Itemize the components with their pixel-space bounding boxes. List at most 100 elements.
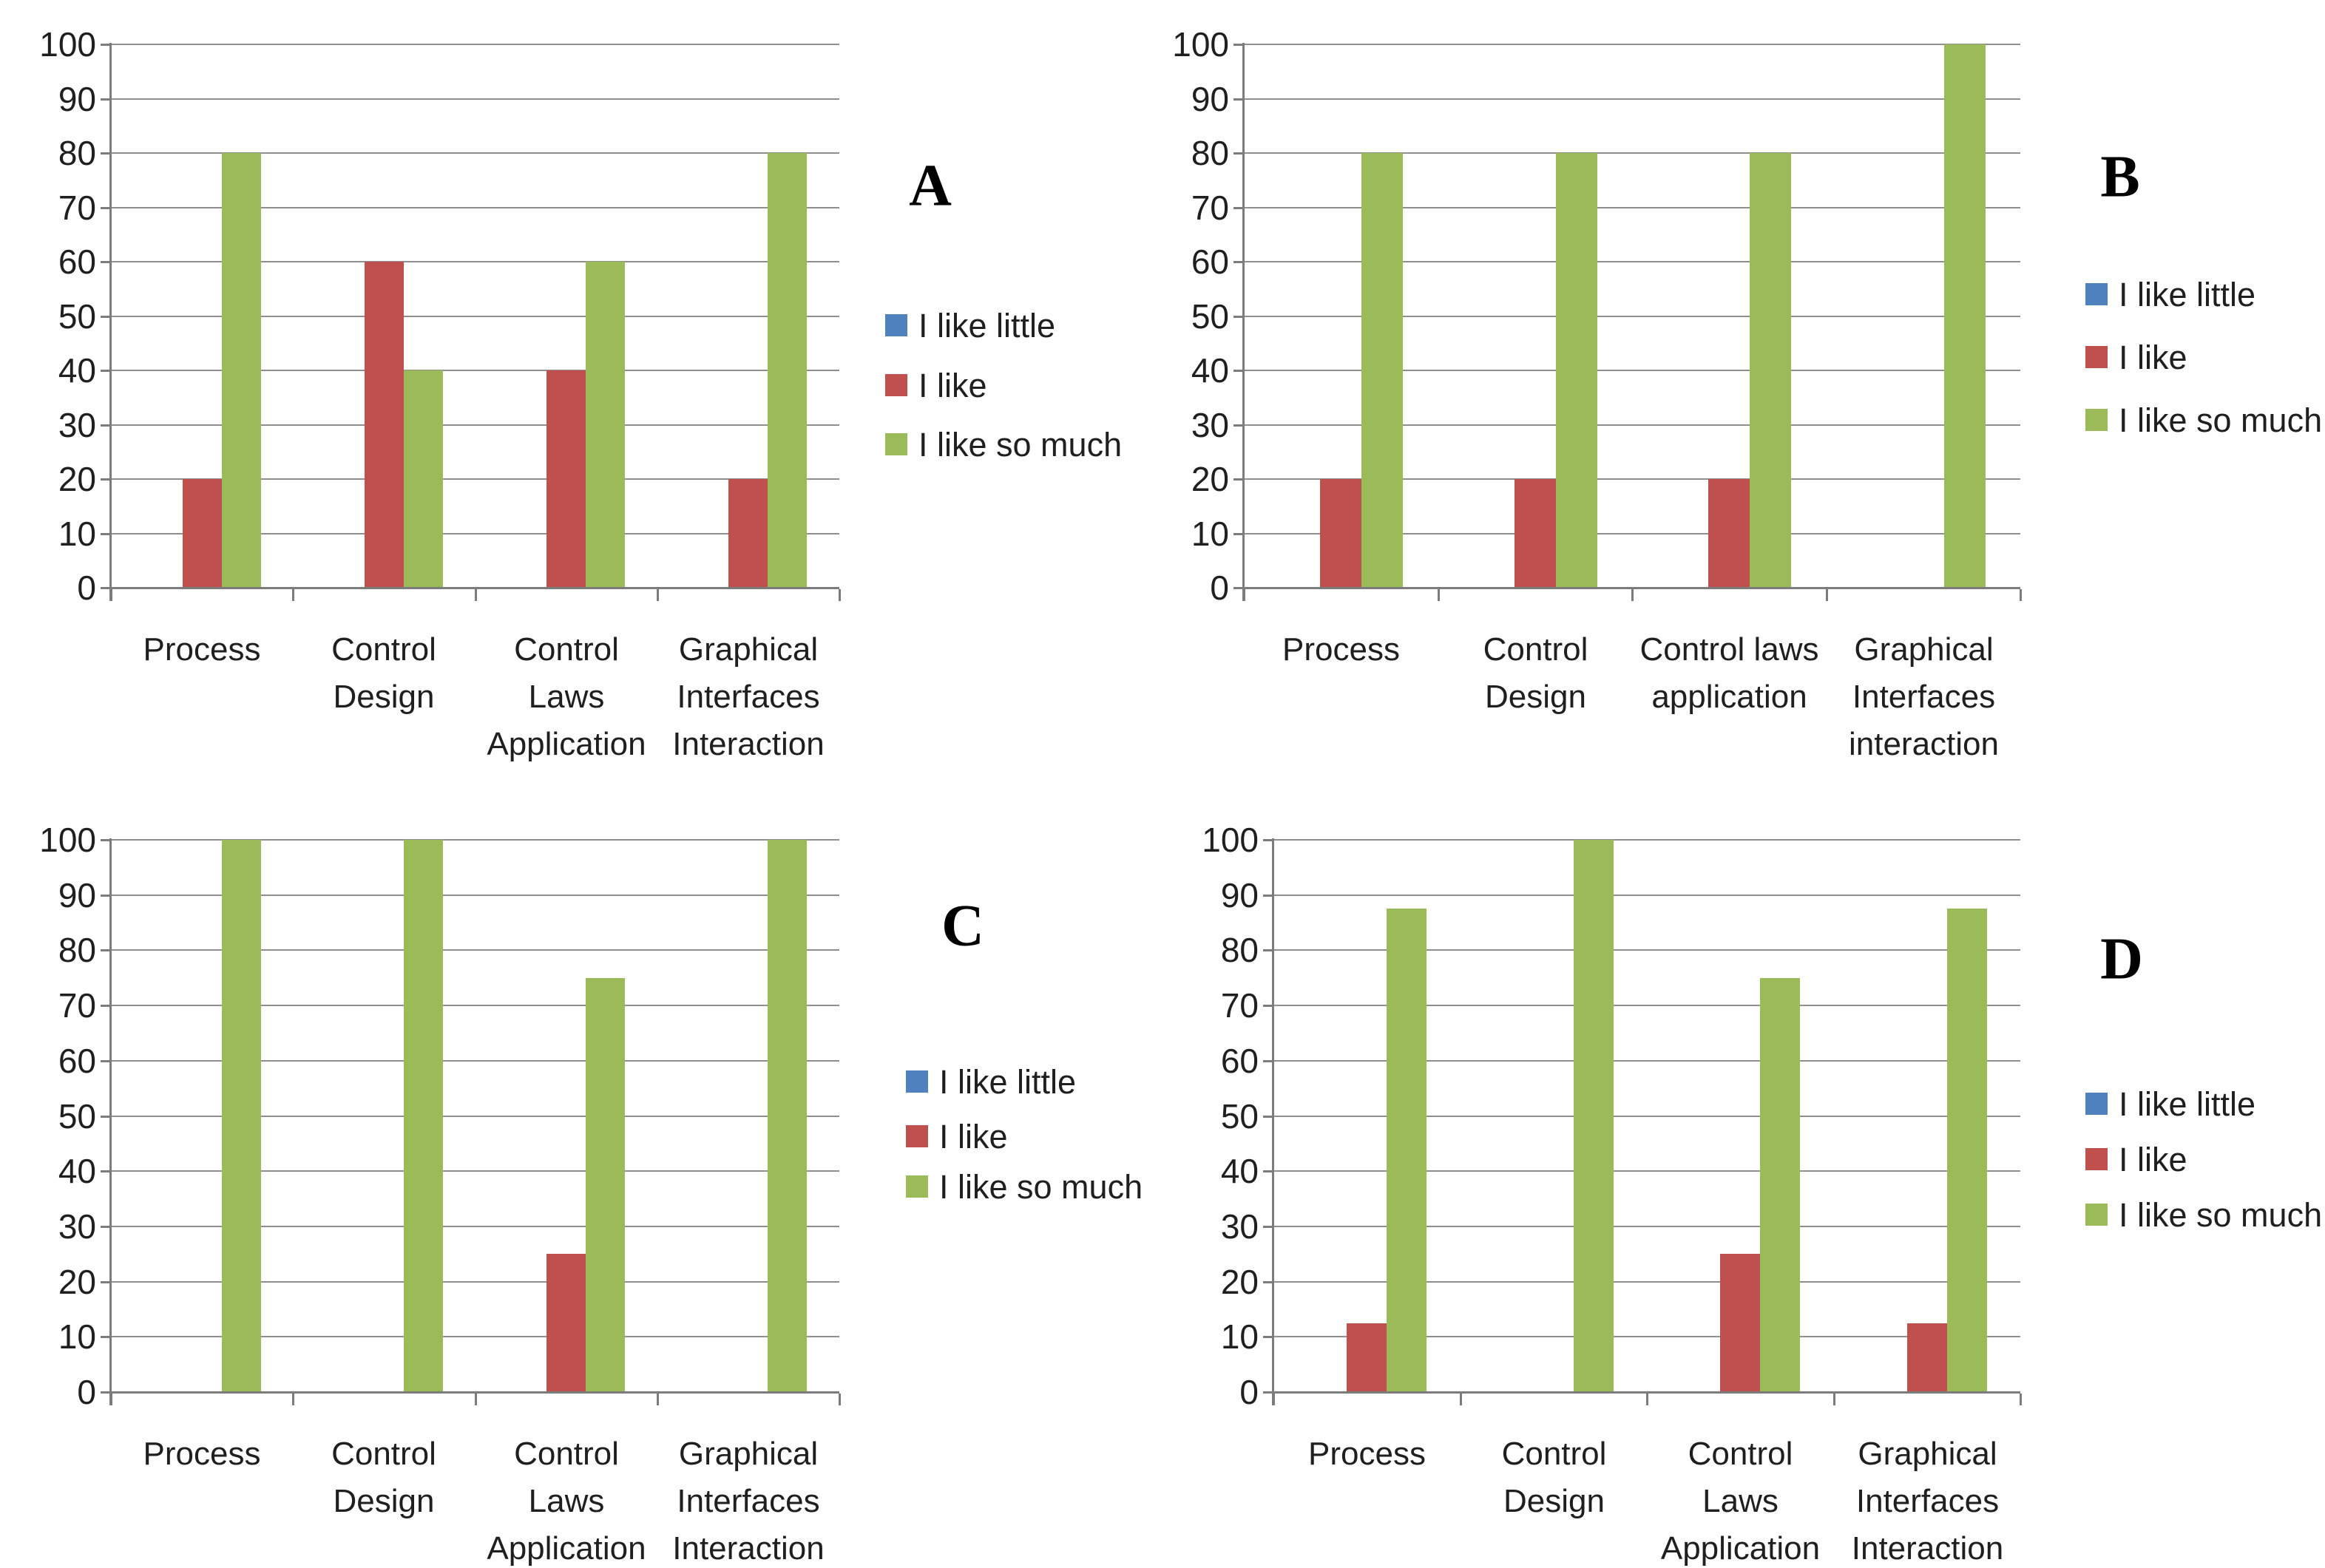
x-axis-tick-mark [292, 589, 294, 601]
bar-graphical-interfaces-interaction-s1 [728, 479, 768, 588]
gridline-60 [1273, 1059, 2020, 1062]
gridline-40 [1273, 1170, 2020, 1172]
bar-control-laws-application-s2 [586, 978, 625, 1392]
gridline-50 [1273, 1115, 2020, 1117]
gridline-70 [1273, 1005, 2020, 1007]
gridline-30 [1244, 424, 2020, 426]
bar-graphical-interfaces-interaction-s1 [1907, 1323, 1947, 1392]
y-axis-tick-mark [1263, 1391, 1273, 1394]
legend-swatch-i-like-so-much [2085, 1204, 2108, 1226]
gridline-100 [111, 839, 839, 841]
x-axis-category-label: interaction [1848, 726, 1999, 762]
x-axis-category-label: Process [143, 631, 261, 668]
y-axis-tick-label: 10 [58, 514, 96, 553]
x-axis-tick-mark [1438, 589, 1440, 601]
bar-control-design-s2 [404, 840, 443, 1392]
y-axis-tick-mark [101, 424, 111, 427]
chart-panel-d: 0 10 20 30 40 50 60 70 80 90 100 Process Control Desi… [1162, 784, 2325, 1568]
gridline-90 [1273, 894, 2020, 896]
y-axis-tick-mark [1233, 206, 1244, 209]
x-axis-category-label: Laws [528, 679, 605, 715]
x-axis-category-label: Graphical [678, 631, 819, 668]
y-axis-tick-mark [1233, 315, 1244, 318]
x-axis-category-label: Design [1485, 679, 1586, 715]
y-axis-tick-label: 100 [39, 821, 96, 859]
x-axis-tick-mark [839, 1394, 841, 1405]
x-axis-category-label: Process [143, 1436, 261, 1472]
legend-label: I like [2119, 339, 2187, 376]
x-axis-line [1242, 587, 2020, 589]
legend-swatch-i-like [2085, 346, 2108, 368]
gridline-80 [1273, 949, 2020, 951]
gridline-20 [111, 478, 839, 480]
x-axis-tick-mark [657, 589, 659, 601]
x-axis-category-label: Graphical [1858, 1436, 1997, 1472]
chart-panel-a: 0 10 20 30 40 50 60 70 80 90 100 Process Control Desi… [0, 0, 1162, 784]
legend-swatch-i-like-little [2085, 283, 2108, 305]
legend-label: I like little [939, 1063, 1077, 1101]
gridline-20 [1273, 1280, 2020, 1283]
x-axis-category-label: Control laws [1639, 631, 1819, 668]
y-axis-tick-label: 70 [58, 188, 96, 227]
x-axis-tick-mark [110, 589, 112, 601]
y-axis-tick-label: 80 [58, 931, 96, 970]
x-axis-category-label: Control [1483, 631, 1588, 668]
y-axis-tick-mark [1233, 532, 1244, 535]
y-axis-line [109, 838, 112, 1405]
x-axis-category-label: Control [331, 631, 436, 668]
gridline-30 [111, 1225, 839, 1227]
x-axis-category-label: Control [331, 1436, 436, 1472]
legend-swatch-i-like-so-much [906, 1175, 928, 1198]
legend-label: I like little [2119, 276, 2256, 313]
y-axis-tick-label: 10 [58, 1317, 96, 1357]
gridline-30 [1273, 1225, 2020, 1227]
gridline-90 [111, 98, 839, 100]
y-axis-tick-label: 30 [58, 1206, 96, 1246]
legend-label: I like little [918, 307, 1056, 345]
y-axis-tick-mark [101, 1059, 111, 1062]
y-axis-tick-label: 20 [58, 1262, 96, 1301]
legend-swatch-i-like-so-much [2085, 409, 2108, 431]
gridline-100 [1244, 44, 2020, 45]
y-axis-tick-mark [1233, 370, 1244, 372]
x-axis-tick-mark [1460, 1394, 1462, 1405]
y-axis-tick-label: 80 [1220, 931, 1259, 970]
y-axis-tick-label: 70 [1191, 188, 1229, 227]
x-axis-tick-mark [1243, 589, 1245, 601]
legend-label: I like [939, 1118, 1008, 1155]
y-axis-tick-label: 60 [1191, 242, 1229, 281]
bar-control-design-s2 [1574, 840, 1614, 1392]
x-axis-tick-mark [1826, 589, 1828, 601]
y-axis-tick-label: 50 [1220, 1096, 1259, 1136]
y-axis-tick-label: 50 [58, 1096, 96, 1136]
legend-label: I like little [2119, 1085, 2256, 1123]
legend-label: I like so much [918, 426, 1123, 464]
y-axis-tick-mark [1233, 478, 1244, 481]
y-axis-tick-mark [1263, 1115, 1273, 1118]
y-axis-tick-mark [101, 478, 111, 481]
x-axis-tick-mark [292, 1394, 294, 1405]
x-axis-tick-mark [839, 589, 841, 601]
x-axis-tick-mark [2020, 1394, 2022, 1405]
y-axis-tick-mark [101, 1170, 111, 1173]
x-axis-category-label: Control [1501, 1436, 1607, 1472]
y-axis-tick-mark [1263, 1005, 1273, 1008]
legend-swatch-i-like [2085, 1148, 2108, 1170]
gridline-40 [1244, 370, 2020, 371]
bar-graphical-interfaces-interaction-s2 [768, 153, 807, 588]
y-axis-tick-mark [1263, 894, 1273, 897]
legend-swatch-i-like-little [906, 1070, 928, 1093]
x-axis-tick-mark [475, 589, 477, 601]
y-axis-tick-mark [101, 1005, 111, 1008]
y-axis-tick-mark [101, 261, 111, 263]
y-axis-tick-label: 90 [1191, 79, 1229, 118]
bar-control-laws-application-s1 [1720, 1254, 1760, 1392]
panel-label-a: A [909, 153, 952, 219]
y-axis-tick-mark [1233, 98, 1244, 101]
y-axis-line [1242, 43, 1245, 601]
gridline-90 [1244, 98, 2020, 100]
y-axis-tick-mark [101, 1225, 111, 1228]
gridline-20 [1244, 478, 2020, 480]
y-axis-tick-label: 100 [1202, 821, 1259, 859]
x-axis-category-label: Laws [1702, 1483, 1779, 1519]
